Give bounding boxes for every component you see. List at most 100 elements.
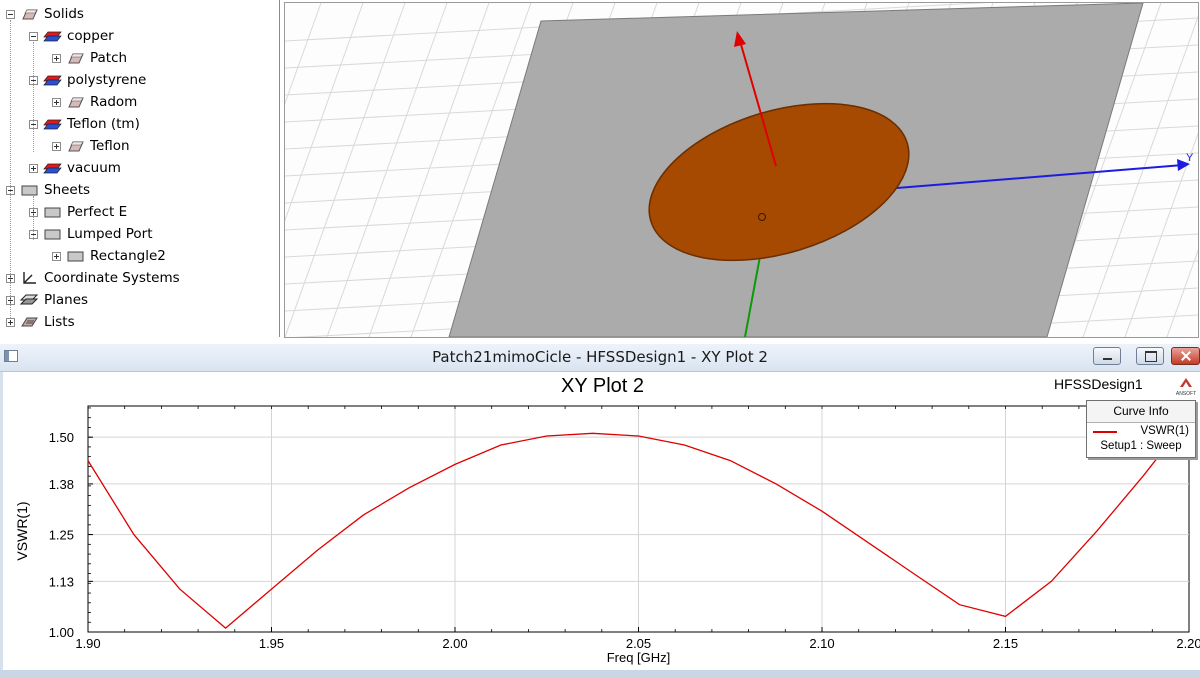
- xy-plot-window[interactable]: Patch21mimoCicle - HFSSDesign1 - XY Plot…: [0, 344, 1200, 677]
- solid-group-icon: [19, 6, 39, 22]
- plot-canvas[interactable]: 1.90 1.95 2.00 2.05 2.10 2.15 2.20 1.00 1.13 1.25…: [3, 372, 1200, 672]
- grid-line: [368, 3, 490, 337]
- window-titlebar[interactable]: Patch21mimoCicle - HFSSDesign1 - XY Plot…: [0, 344, 1200, 372]
- legend-entry[interactable]: VSWR(1): [1087, 423, 1195, 439]
- y-axis-label: VSWR(1): [14, 501, 30, 560]
- collapse-toggle-icon[interactable]: [29, 31, 38, 41]
- expand-toggle-icon[interactable]: [6, 317, 15, 327]
- tree-connector-line: [10, 20, 11, 318]
- grid-line: [285, 3, 406, 337]
- close-button[interactable]: [1171, 347, 1200, 365]
- tree-item-label: Lumped Port: [67, 226, 153, 242]
- material-icon: [42, 28, 62, 44]
- legend-swatch: [1093, 431, 1117, 433]
- modeler-viewport[interactable]: Y: [284, 2, 1199, 338]
- expand-toggle-icon[interactable]: [52, 53, 61, 63]
- x-tick-label: 1.95: [259, 636, 284, 651]
- plot-area[interactable]: 1.90 1.95 2.00 2.05 2.10 2.15 2.20 1.00 1.13 1.25…: [0, 372, 1200, 672]
- tree-item-planes[interactable]: Planes: [6, 290, 88, 310]
- grid-line: [410, 3, 532, 337]
- tree-item-coordinate-systems[interactable]: Coordinate Systems: [6, 268, 180, 288]
- y-tick-label: 1.50: [49, 430, 74, 445]
- tree-item-label: Teflon: [90, 138, 130, 154]
- tree-item-sheets[interactable]: Sheets: [6, 180, 90, 200]
- x-tick-label: 1.90: [75, 636, 100, 651]
- material-icon: [42, 72, 62, 88]
- x-tick-label: 2.00: [442, 636, 467, 651]
- ansoft-logo: ANSOFT: [1176, 378, 1196, 397]
- project-tree: Solids copper Patch polystyrene Radom Teflon …: [0, 0, 280, 337]
- solid-object-icon: [65, 138, 85, 154]
- sheet-icon: [65, 248, 85, 264]
- tree-item-copper[interactable]: copper: [29, 26, 114, 46]
- design-label: HFSSDesign1: [1054, 376, 1143, 392]
- tree-item-polystyrene[interactable]: polystyrene: [29, 70, 146, 90]
- x-tick-label: 2.20: [1176, 636, 1200, 651]
- y-tick-label: 1.38: [49, 477, 74, 492]
- curve-info-legend[interactable]: Curve Info VSWR(1) Setup1 : Sweep: [1086, 400, 1196, 458]
- tree-item-teflon-tm[interactable]: Teflon (tm): [29, 114, 140, 134]
- plot-title: XY Plot 2: [561, 375, 644, 397]
- tree-item-solids[interactable]: Solids: [6, 4, 84, 24]
- y-axis: [884, 164, 1184, 190]
- tree-item-label: Coordinate Systems: [44, 270, 180, 286]
- window-bottom-border: [0, 670, 1200, 677]
- tree-connector-line: [33, 42, 34, 152]
- tree-item-label: Sheets: [44, 182, 91, 198]
- expand-toggle-icon[interactable]: [52, 141, 61, 151]
- window-title: Patch21mimoCicle - HFSSDesign1 - XY Plot…: [432, 348, 768, 366]
- tree-item-label: vacuum: [67, 160, 121, 176]
- window-app-icon[interactable]: [4, 350, 18, 362]
- tree-item-radom[interactable]: Radom: [52, 92, 137, 112]
- expand-toggle-icon[interactable]: [52, 97, 61, 107]
- solid-object-icon: [65, 50, 85, 66]
- x-tick-label: 2.15: [993, 636, 1018, 651]
- material-icon: [42, 160, 62, 176]
- tree-item-label: Lists: [44, 314, 75, 330]
- minimize-button[interactable]: [1093, 347, 1121, 365]
- tree-item-rectangle2[interactable]: Rectangle2: [52, 246, 166, 266]
- y-tick-label: 1.13: [49, 574, 74, 589]
- feed-point[interactable]: [758, 213, 766, 221]
- tree-item-label: Perfect E: [67, 204, 128, 220]
- grid-line: [285, 3, 364, 222]
- list-icon: [19, 314, 39, 330]
- tree-item-label: copper: [67, 28, 114, 44]
- tree-item-vacuum[interactable]: vacuum: [29, 158, 121, 178]
- y-axis-label: Y: [1186, 152, 1194, 164]
- tree-item-label: Solids: [44, 6, 84, 22]
- legend-setup: Setup1 : Sweep: [1100, 440, 1182, 452]
- tree-item-label: Radom: [90, 94, 138, 110]
- x-axis-label: Freq [GHz]: [607, 650, 671, 665]
- tree-item-label: Planes: [44, 292, 89, 308]
- grid-line: [1124, 132, 1198, 337]
- tree-item-perfect-e[interactable]: Perfect E: [29, 202, 127, 222]
- expand-toggle-icon[interactable]: [29, 163, 38, 173]
- grid-line: [1166, 249, 1198, 337]
- sheet-icon: [42, 204, 62, 220]
- tree-item-teflon[interactable]: Teflon: [52, 136, 130, 156]
- viewport-canvas[interactable]: Y: [285, 3, 1198, 337]
- collapse-toggle-icon[interactable]: [6, 9, 15, 19]
- x-axis: [739, 40, 777, 167]
- grid-line: [1082, 15, 1198, 337]
- sheet-icon: [42, 226, 62, 242]
- coordinate-system-icon: [19, 270, 39, 286]
- maximize-button[interactable]: [1136, 347, 1164, 365]
- tree-item-lumped-port[interactable]: Lumped Port: [29, 224, 153, 244]
- curve-info-header: Curve Info: [1087, 401, 1195, 423]
- solid-object-icon: [65, 94, 85, 110]
- tree-item-label: Patch: [90, 50, 128, 66]
- grid-line: [285, 3, 322, 105]
- svg-text:ANSOFT: ANSOFT: [1176, 391, 1196, 397]
- tree-item-patch[interactable]: Patch: [52, 48, 127, 68]
- tree-item-lists[interactable]: Lists: [6, 312, 75, 332]
- plane-icon: [19, 292, 39, 308]
- tree-item-label: polystyrene: [67, 72, 147, 88]
- series-line-vswr[interactable]: [87, 417, 1190, 629]
- expand-toggle-icon[interactable]: [52, 251, 61, 261]
- tree-connector-line: [33, 196, 34, 240]
- material-icon: [42, 116, 62, 132]
- circular-patch[interactable]: [630, 75, 928, 289]
- legend-curve-name: VSWR(1): [1140, 425, 1189, 437]
